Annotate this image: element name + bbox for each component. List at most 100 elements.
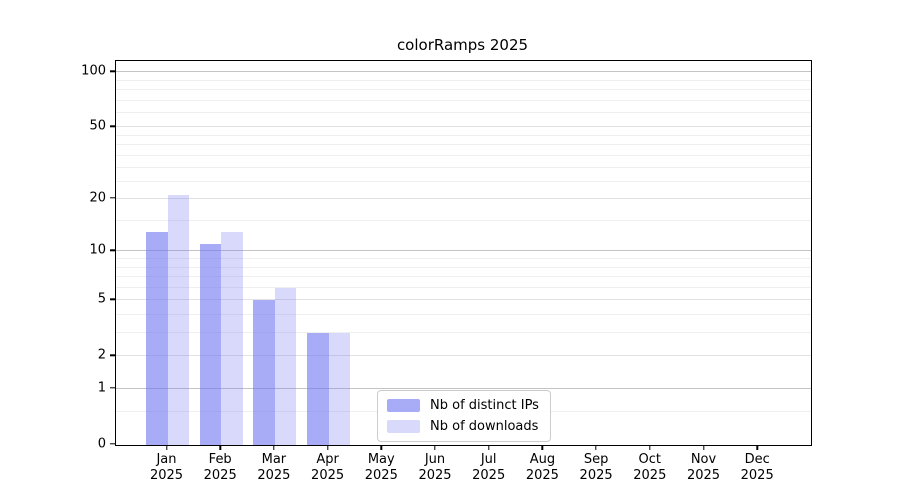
bar-downloads [274, 287, 297, 445]
x-tick-month: Jun [424, 452, 446, 467]
legend: Nb of distinct IPs Nb of downloads [377, 390, 551, 442]
x-tick-month: Jul [480, 452, 497, 467]
x-tick-year: 2025 [525, 468, 559, 484]
gridline-minor [116, 220, 811, 221]
x-tick-label: Jul 2025 [454, 452, 524, 485]
x-tick-label: Apr 2025 [293, 452, 363, 485]
gridline-minor [116, 89, 811, 90]
x-tick-mark [649, 445, 651, 450]
gridline-minor [116, 79, 811, 81]
x-tick-year: 2025 [203, 468, 237, 484]
legend-label-distinct-ips: Nb of distinct IPs [430, 398, 539, 413]
x-tick-label: Sep 2025 [561, 452, 631, 485]
gridline-sub [116, 299, 811, 301]
gridline-minor [116, 99, 811, 101]
x-tick-mark [380, 445, 382, 450]
y-tick-label: 10 [89, 242, 106, 258]
x-tick-mark [487, 445, 490, 450]
x-tick-mark [595, 445, 597, 450]
bar-distinct-ips [146, 231, 168, 445]
gridline-minor [116, 166, 811, 168]
x-tick-label: Feb 2025 [185, 452, 255, 485]
x-tick-month: May [367, 452, 395, 467]
y-tick-label: 2 [97, 347, 106, 363]
legend-swatch-downloads [387, 420, 420, 433]
x-tick-label: Mar 2025 [239, 452, 309, 485]
x-tick-month: Apr [316, 452, 339, 467]
x-tick-label: Nov 2025 [669, 452, 739, 485]
bar-distinct-ips [199, 244, 222, 445]
x-tick-year: 2025 [686, 468, 721, 484]
gridline-sub [116, 198, 811, 200]
gridline-minor [116, 276, 811, 277]
bar-distinct-ips [307, 333, 329, 445]
y-tick-mark [110, 443, 115, 445]
x-tick-year: 2025 [311, 468, 345, 484]
x-tick-mark [541, 445, 544, 450]
y-tick-label: 50 [89, 118, 106, 134]
chart-title: colorRamps 2025 [396, 36, 529, 54]
x-tick-label: Jan 2025 [132, 452, 202, 485]
y-tick-label: 20 [89, 190, 106, 206]
x-tick-label: Oct 2025 [615, 452, 685, 485]
x-tick-month: Jan [156, 452, 177, 467]
y-tick-mark [110, 298, 115, 300]
y-tick-label: 5 [97, 291, 106, 307]
legend-item-downloads: Nb of downloads [387, 419, 539, 434]
y-tick-mark [110, 70, 115, 72]
gridline-minor [116, 111, 811, 113]
x-tick-label: Aug 2025 [507, 452, 577, 485]
x-tick-label: May 2025 [346, 452, 416, 485]
gridline-major [116, 250, 811, 252]
x-tick-year: 2025 [579, 468, 613, 484]
x-tick-label: Dec 2025 [722, 452, 792, 485]
gridline-minor [116, 144, 811, 145]
bar-downloads [328, 333, 351, 445]
x-tick-label: Jun 2025 [400, 452, 470, 485]
bar-downloads [221, 231, 243, 445]
x-tick-month: Feb [208, 452, 232, 467]
gridline-minor [116, 180, 811, 182]
y-tick-mark [110, 197, 115, 199]
x-tick-month: Nov [690, 452, 717, 467]
gridline-major [116, 388, 811, 389]
bar-distinct-ips [253, 300, 275, 445]
x-tick-year: 2025 [418, 468, 452, 484]
x-tick-year: 2025 [633, 468, 667, 484]
legend-swatch-distinct-ips [387, 399, 420, 412]
x-tick-year: 2025 [740, 468, 774, 484]
x-tick-year: 2025 [257, 468, 291, 484]
y-tick-label: 0 [97, 436, 106, 452]
gridline-major [116, 71, 811, 73]
x-tick-month: Oct [638, 452, 662, 467]
gridline-minor [116, 332, 811, 333]
x-tick-month: Aug [529, 452, 556, 467]
x-tick-month: Sep [583, 452, 609, 467]
y-tick-mark [110, 125, 115, 128]
y-tick-label: 1 [97, 380, 106, 396]
y-tick-mark [110, 387, 115, 389]
x-tick-mark [702, 445, 705, 450]
gridline-minor [116, 154, 811, 156]
y-tick-label: 100 [81, 63, 106, 79]
gridline-minor [116, 266, 811, 268]
x-tick-month: Mar [261, 452, 287, 467]
x-tick-mark [219, 445, 221, 450]
plot-area [115, 60, 812, 446]
gridline-minor [116, 134, 811, 136]
x-tick-mark [165, 445, 168, 450]
gridline-minor [116, 286, 811, 288]
x-tick-mark [756, 445, 758, 450]
x-tick-mark [434, 445, 436, 450]
x-tick-year: 2025 [472, 468, 506, 484]
gridline-sub [116, 126, 811, 128]
y-tick-mark [110, 249, 115, 251]
y-tick-mark [110, 354, 115, 356]
legend-item-distinct-ips: Nb of distinct IPs [387, 398, 539, 413]
x-tick-month: Dec [744, 452, 770, 467]
gridline-minor [116, 314, 811, 315]
legend-label-downloads: Nb of downloads [430, 419, 539, 434]
x-tick-year: 2025 [149, 468, 184, 484]
gridline-minor [116, 258, 811, 259]
